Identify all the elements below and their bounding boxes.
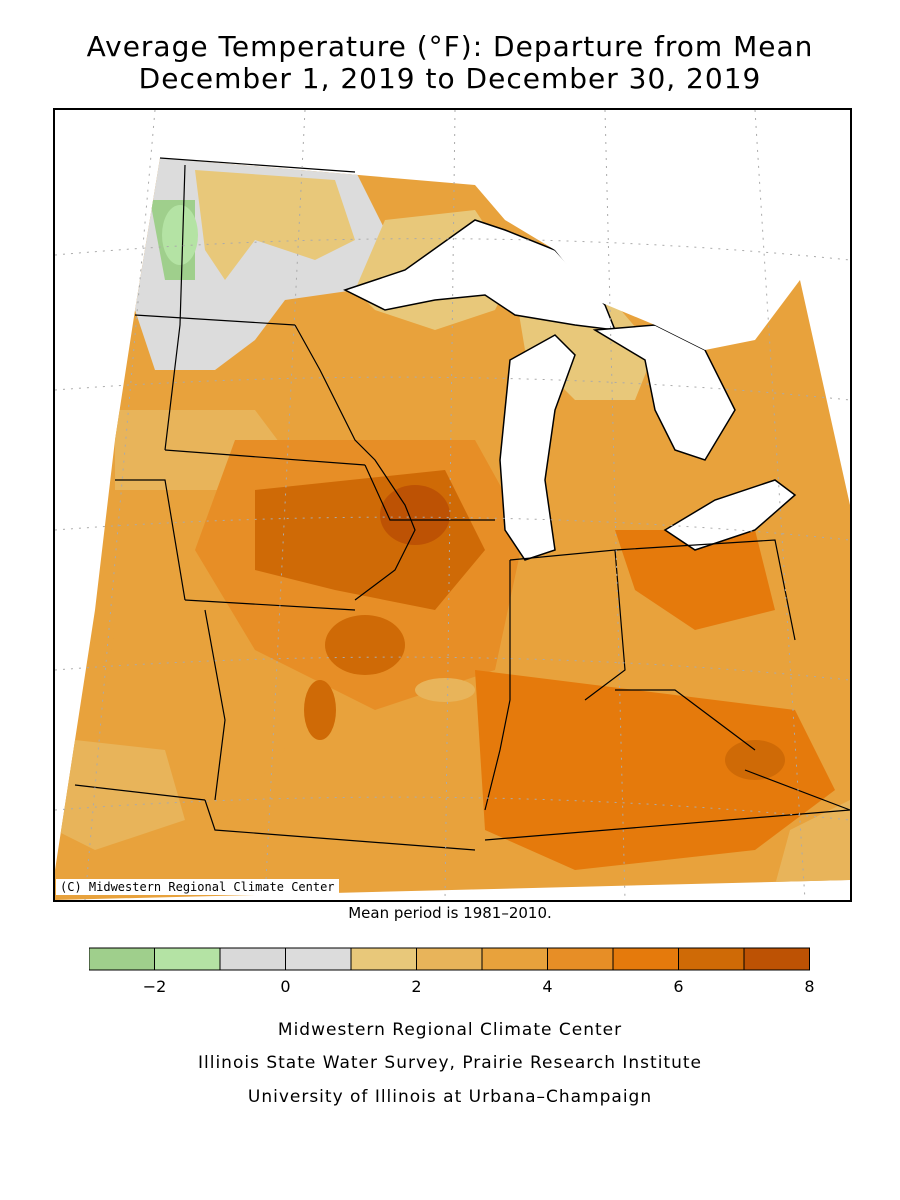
color-legend: −2 0 2 4 6 8 [89, 947, 815, 996]
temperature-departure-map [55, 110, 850, 900]
credit-line-3: University of Illinois at Urbana–Champai… [247, 1087, 653, 1107]
lake-michigan [499, 334, 576, 561]
legend-swatch [678, 947, 745, 971]
legend-tick-labels: −2 0 2 4 6 8 [143, 977, 815, 996]
contour-2-3-va [775, 800, 850, 885]
legend-swatch [416, 947, 483, 971]
legend-swatch [612, 947, 679, 971]
contour-neg1-0 [162, 205, 198, 265]
legend-swatch [285, 947, 352, 971]
legend-swatch [219, 947, 286, 971]
legend-tick-label: 2 [411, 977, 421, 996]
contour-2-3-ks [55, 740, 185, 850]
legend-color-bar [89, 947, 810, 971]
legend-swatch [481, 947, 548, 971]
legend-tick-label: −2 [143, 977, 167, 996]
contour-6-7-mo [304, 680, 336, 740]
contour-1-2-north [195, 170, 355, 280]
legend-swatch [154, 947, 221, 971]
copyright-label: (C) Midwestern Regional Climate Center [56, 879, 339, 895]
legend-swatch [743, 947, 810, 971]
legend-swatch [547, 947, 614, 971]
legend-swatch [350, 947, 417, 971]
contour-5-6-oh [615, 530, 775, 630]
contour-2-3-il [415, 678, 475, 702]
state-boundaries [74, 157, 850, 851]
map-panel [53, 108, 852, 902]
legend-swatch [89, 947, 155, 971]
legend-tick-label: 4 [542, 977, 552, 996]
contour-6-7-ia [325, 615, 405, 675]
credit-line-1: Midwestern Regional Climate Center [277, 1020, 623, 1040]
map-title: Average Temperature (°F): Departure from… [86, 30, 814, 63]
lake-erie [663, 479, 797, 551]
map-date-range: December 1, 2019 to December 30, 2019 [138, 62, 762, 95]
legend-tick-label: 6 [673, 977, 683, 996]
canada-area [475, 110, 850, 350]
credit-line-2: Illinois State Water Survey, Prairie Res… [198, 1053, 702, 1073]
legend-tick-label: 0 [280, 977, 290, 996]
contour-6-7-wv [725, 740, 785, 780]
mean-period-note: Mean period is 1981–2010. [348, 904, 552, 922]
legend-tick-label: 8 [804, 977, 814, 996]
contour-7-8 [380, 485, 450, 545]
contour-5-6-south [475, 670, 835, 870]
